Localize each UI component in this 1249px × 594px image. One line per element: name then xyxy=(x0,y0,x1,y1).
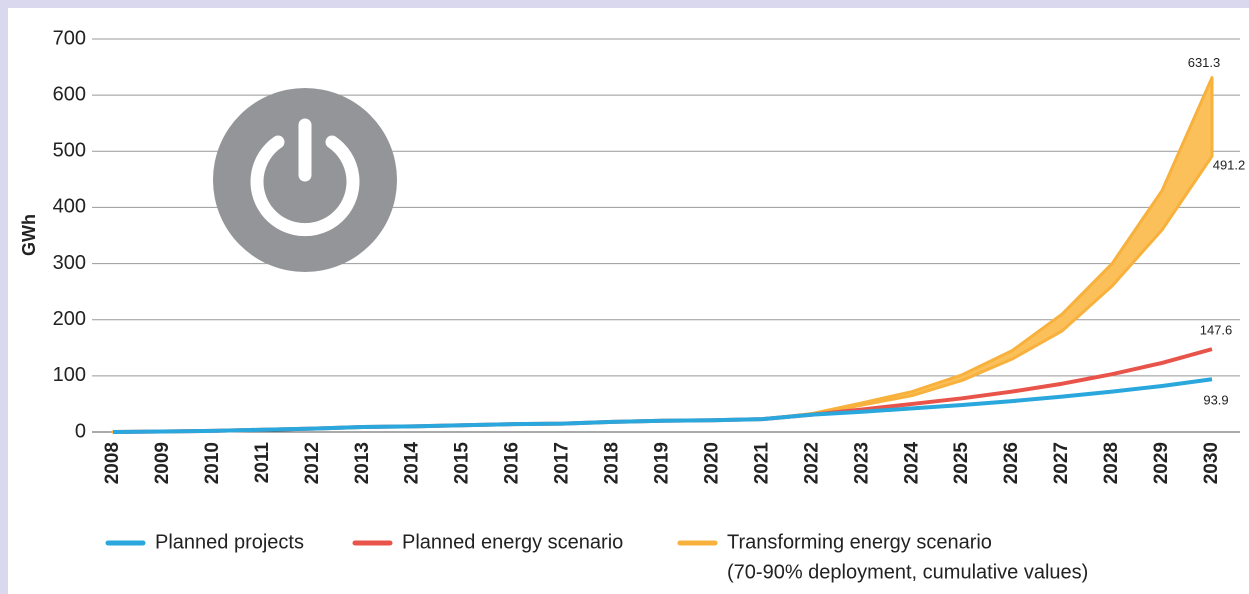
y-tick-label: 700 xyxy=(53,27,86,49)
y-axis-label: GWh xyxy=(19,214,39,256)
x-tick-label: 2024 xyxy=(901,442,922,485)
series-line xyxy=(112,377,1213,434)
x-tick-label: 2019 xyxy=(652,442,673,484)
x-tick-label: 2010 xyxy=(202,442,223,484)
power-icon xyxy=(213,88,397,272)
legend-note: (70-90% deployment, cumulative values) xyxy=(727,561,1088,583)
legend-label: Transforming energy scenario xyxy=(727,531,992,553)
x-tick-label: 2009 xyxy=(152,442,173,484)
x-tick-label: 2028 xyxy=(1101,442,1122,484)
data-label: 147.6 xyxy=(1200,323,1233,338)
y-tick-label: 0 xyxy=(75,420,86,442)
x-tick-label: 2011 xyxy=(252,442,273,484)
y-tick-label: 400 xyxy=(53,196,86,218)
x-tick-label: 2026 xyxy=(1001,442,1022,484)
data-label: 491.2 xyxy=(1213,158,1246,173)
x-tick-label: 2020 xyxy=(701,442,722,484)
x-tick-label: 2008 xyxy=(102,442,123,484)
x-tick-label: 2014 xyxy=(402,442,423,485)
x-tick-label: 2012 xyxy=(302,442,323,484)
x-tick-label: 2015 xyxy=(452,442,473,485)
x-tick-label: 2016 xyxy=(502,442,523,484)
data-label: 93.9 xyxy=(1203,393,1228,408)
x-tick-label: 2025 xyxy=(951,442,972,485)
x-tick-label: 2029 xyxy=(1151,442,1172,484)
y-tick-label: 100 xyxy=(53,364,86,386)
y-tick-label: 300 xyxy=(53,252,86,274)
y-tick-label: 500 xyxy=(53,140,86,162)
data-label: 631.3 xyxy=(1188,55,1221,70)
x-tick-label: 2013 xyxy=(352,442,373,484)
x-tick-label: 2027 xyxy=(1051,442,1072,484)
x-tick-label: 2018 xyxy=(602,442,623,484)
y-tick-label: 600 xyxy=(53,83,86,105)
legend-label: Planned energy scenario xyxy=(402,531,623,553)
y-tick-label: 200 xyxy=(53,308,86,330)
x-tick-label: 2021 xyxy=(751,442,772,485)
legend-label: Planned projects xyxy=(155,531,304,553)
x-tick-label: 2030 xyxy=(1201,442,1222,484)
panel xyxy=(8,8,1249,594)
x-tick-label: 2022 xyxy=(801,442,822,484)
x-tick-label: 2023 xyxy=(851,442,872,484)
x-tick-label: 2017 xyxy=(552,442,573,484)
